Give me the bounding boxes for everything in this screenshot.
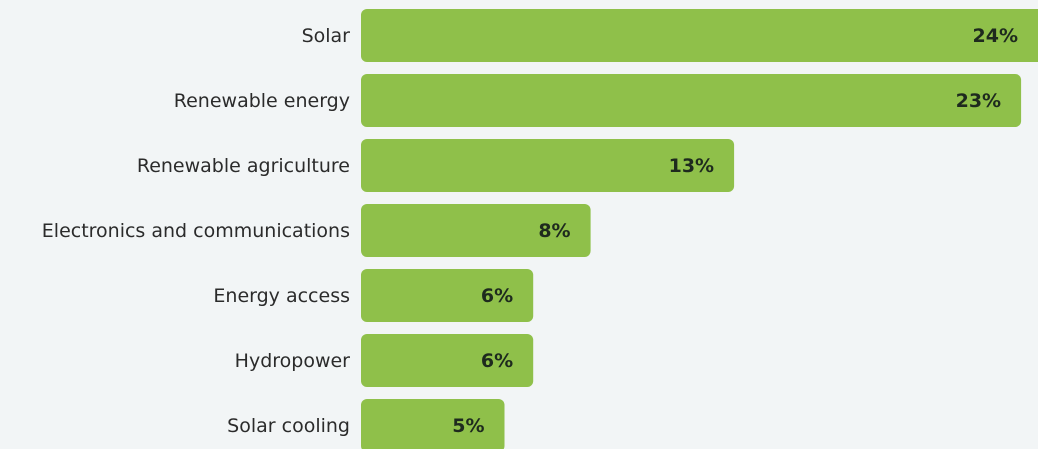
category-label: Hydropower	[235, 350, 351, 372]
category-label: Energy access	[213, 285, 350, 307]
value-label: 6%	[481, 285, 513, 307]
bar	[361, 9, 1038, 62]
bar	[361, 269, 534, 322]
bar	[361, 399, 505, 449]
category-label: Electronics and communications	[42, 220, 350, 242]
bar	[361, 74, 1022, 127]
bar	[361, 204, 591, 257]
category-label: Renewable energy	[174, 90, 350, 112]
bar	[361, 334, 534, 387]
value-label: 24%	[973, 25, 1018, 47]
category-label: Solar	[302, 25, 351, 47]
value-label: 23%	[956, 90, 1001, 112]
value-label: 6%	[481, 350, 513, 372]
value-label: 13%	[669, 155, 714, 177]
category-label: Solar cooling	[227, 415, 350, 437]
category-label: Renewable agriculture	[137, 155, 350, 177]
value-label: 8%	[538, 220, 570, 242]
value-label: 5%	[452, 415, 484, 437]
bar	[361, 139, 735, 192]
